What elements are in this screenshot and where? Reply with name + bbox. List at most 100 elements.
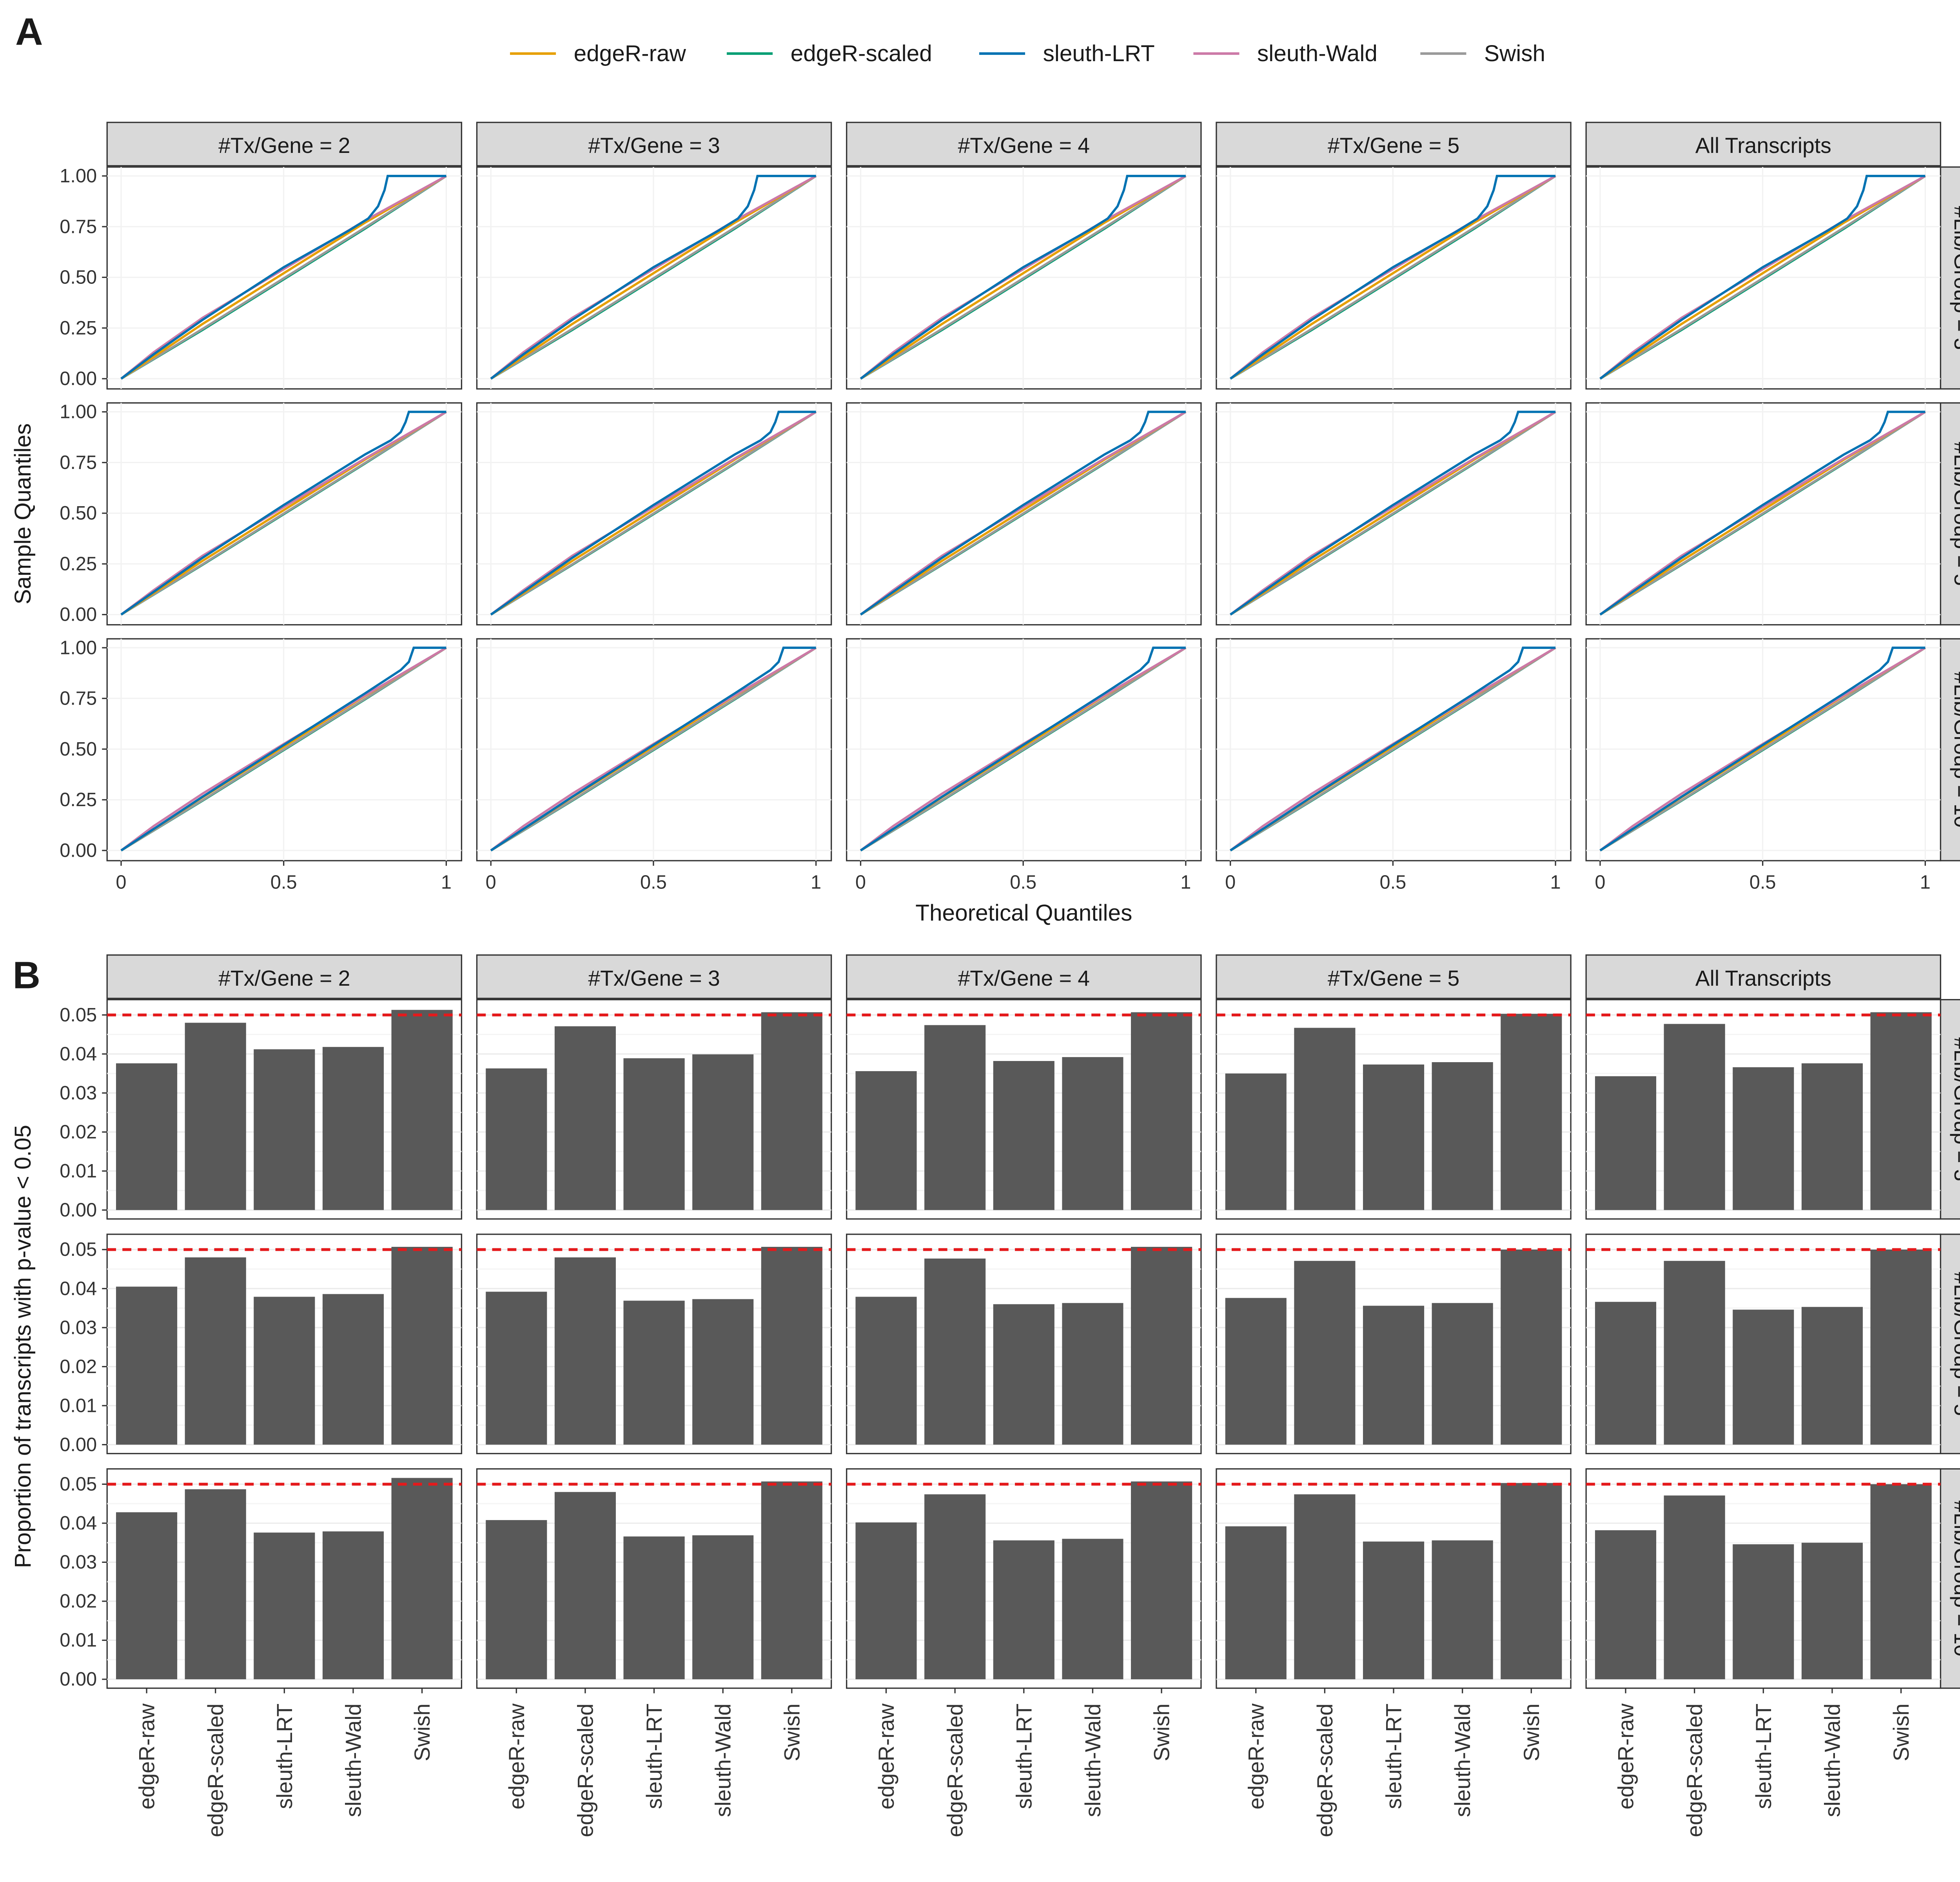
bar-edgeR-raw (1595, 1530, 1657, 1679)
qq-line-Swish (120, 647, 447, 852)
bar-sleuth-Wald (1062, 1303, 1123, 1445)
facet-strip-label: All Transcripts (1695, 966, 1831, 990)
y-tick-label: 1.00 (60, 637, 97, 658)
qq-line-Swish (1599, 175, 1926, 380)
bar-sleuth-LRT (1363, 1306, 1425, 1445)
qq-line-sleuth-LRT (860, 411, 1186, 616)
qq-line-sleuth-LRT (860, 647, 1186, 852)
bar-sleuth-LRT (993, 1540, 1054, 1679)
bar-edgeR-scaled (1664, 1261, 1725, 1445)
bar-edgeR-raw (855, 1071, 917, 1210)
qq-line-Swish (120, 411, 447, 616)
bar-sleuth-LRT (1363, 1541, 1425, 1679)
x-tick-label: edgeR-scaled (1313, 1704, 1337, 1837)
qq-line-edgeR-raw (1230, 175, 1556, 380)
bar-edgeR-scaled (924, 1494, 986, 1679)
facet-strip (106, 122, 463, 167)
x-tick-label: edgeR-raw (505, 1703, 529, 1809)
bar-Swish (391, 1010, 453, 1210)
qq-line-sleuth-LRT (120, 174, 446, 380)
x-tick-label: edgeR-scaled (1682, 1704, 1707, 1837)
bar-edgeR-raw (116, 1063, 178, 1210)
facet-strip-row-label: #Lib/Group = 10 (1950, 672, 1960, 828)
legend-label: sleuth-LRT (1043, 41, 1155, 66)
y-tick-label: 0.00 (60, 840, 97, 861)
bar-sleuth-LRT (1733, 1310, 1794, 1445)
facet-strip (1585, 954, 1942, 999)
facet-strip-label: #Tx/Gene = 3 (588, 966, 720, 990)
x-tick-label: 0.5 (1380, 872, 1406, 893)
x-tick-label: sleuth-LRT (272, 1704, 297, 1809)
bar-sleuth-LRT (1363, 1064, 1425, 1210)
bar-edgeR-raw (486, 1068, 547, 1210)
x-tick-label: sleuth-Wald (1081, 1704, 1105, 1817)
legend-item: sleuth-LRT (979, 41, 1155, 66)
facet-strip (106, 954, 463, 999)
bar-sleuth-Wald (692, 1299, 754, 1445)
qq-line-edgeR-raw (120, 175, 447, 380)
bar-edgeR-scaled (185, 1257, 246, 1445)
x-tick-label: sleuth-LRT (642, 1704, 666, 1809)
bar-Swish (1501, 1249, 1562, 1445)
bar-edgeR-raw (1595, 1302, 1657, 1445)
bar-sleuth-Wald (1801, 1307, 1863, 1445)
y-tick-label: 0.00 (60, 1199, 97, 1221)
bar-Swish (391, 1247, 453, 1445)
bar-Swish (1870, 1484, 1932, 1679)
qq-line-Swish (1599, 411, 1926, 616)
y-tick-label: 0.01 (60, 1630, 97, 1651)
bar-sleuth-LRT (623, 1536, 685, 1679)
bar-Swish (1870, 1012, 1932, 1210)
y-tick-label: 0.05 (60, 1005, 97, 1026)
qq-line-Swish (120, 175, 447, 380)
bar-sleuth-LRT (254, 1049, 315, 1210)
facet-strip-row-label: #Lib/Group = 5 (1950, 1272, 1960, 1416)
x-tick-label: edgeR-raw (135, 1703, 159, 1809)
x-tick-label: 0.5 (640, 872, 667, 893)
y-tick-label: 0.00 (60, 368, 97, 389)
x-tick-label: 1 (811, 872, 821, 893)
panel-label-a: A (15, 10, 43, 53)
qq-line-sleuth-LRT (490, 174, 816, 380)
facet-strip-row-label: #Lib/Group = 10 (1950, 1501, 1960, 1657)
qq-line-sleuth-LRT (1599, 647, 1926, 852)
x-tick-label: 0.5 (1010, 872, 1036, 893)
qq-line-Swish (490, 647, 817, 852)
legend-label: edgeR-scaled (791, 41, 932, 66)
qq-line-sleuth-Wald (1599, 647, 1926, 852)
bar-Swish (1870, 1249, 1932, 1445)
qq-line-sleuth-Wald (490, 647, 817, 852)
y-tick-label: 0.05 (60, 1474, 97, 1495)
bar-edgeR-scaled (554, 1257, 616, 1445)
bar-Swish (1131, 1012, 1192, 1210)
x-tick-label: 1 (1550, 872, 1561, 893)
bar-sleuth-Wald (692, 1535, 754, 1679)
x-tick-label: Swish (410, 1704, 434, 1761)
x-tick-label: sleuth-Wald (711, 1704, 735, 1817)
qq-line-sleuth-LRT (120, 411, 446, 616)
y-tick-label: 0.25 (60, 789, 97, 810)
x-tick-label: 0.5 (270, 872, 297, 893)
facet-strip (476, 954, 832, 999)
facet-strip (846, 122, 1202, 167)
x-tick-label: sleuth-Wald (1450, 1704, 1475, 1817)
qq-line-Swish (1599, 647, 1926, 852)
facet-strip-row-label: #Lib/Group = 3 (1950, 206, 1960, 350)
x-tick-label: 1 (441, 872, 452, 893)
qq-line-edgeR-raw (860, 175, 1187, 380)
bar-edgeR-raw (855, 1522, 917, 1679)
legend-label: sleuth-Wald (1257, 41, 1377, 66)
bar-sleuth-Wald (1062, 1057, 1123, 1210)
bar-Swish (1131, 1247, 1192, 1445)
x-tick-label: 0 (855, 872, 866, 893)
bar-sleuth-LRT (254, 1532, 315, 1679)
x-tick-label: edgeR-scaled (943, 1704, 967, 1837)
facet-strip (476, 122, 832, 167)
x-tick-label: Swish (1150, 1704, 1174, 1761)
qq-line-edgeR-raw (1599, 175, 1926, 380)
y-axis-label: Sample Quantiles (10, 423, 36, 605)
facet-strip-label: #Tx/Gene = 3 (588, 133, 720, 158)
bar-edgeR-scaled (1294, 1028, 1356, 1210)
x-tick-label: 0 (486, 872, 496, 893)
